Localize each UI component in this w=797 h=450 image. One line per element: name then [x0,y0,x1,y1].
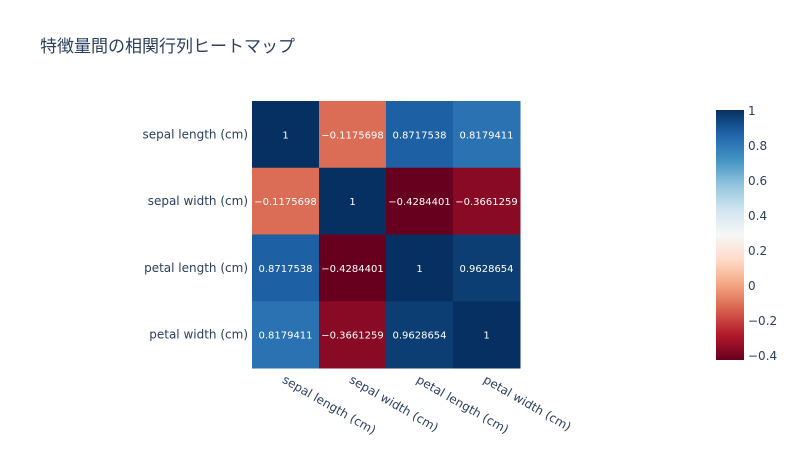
cell-label: 0.9628654 [459,264,513,275]
heatmap-cell [319,167,387,235]
cell-label: −0.1175698 [254,197,316,208]
heatmap-cell [252,301,320,369]
cell-label: 0.8179411 [258,331,312,342]
heatmap-cell [252,234,320,302]
cell-label: 1 [416,264,422,275]
colorbar-tick-label: 1 [748,104,756,118]
colorbar-tick-label: −0.2 [748,314,777,328]
cell-label: 1 [349,197,355,208]
cell-label: 0.8717538 [258,264,312,275]
y-tick-label: sepal width (cm) [148,194,248,208]
cell-label: −0.3661259 [455,197,517,208]
heatmap-cell [453,234,521,302]
chart-title: 特徴量間の相関行列ヒートマップ [40,37,295,57]
colorbar-tick-label: 0 [748,279,756,293]
y-tick-label: petal width (cm) [149,328,248,342]
cell-label: 0.8179411 [459,130,513,141]
cell-label: −0.1175698 [321,130,383,141]
heatmap-cell [319,101,387,169]
cell-label: 1 [483,331,489,342]
colorbar-tick-label: −0.4 [748,349,777,363]
heatmap-cell [319,234,387,302]
heatmap-cell [386,301,454,369]
y-tick-label: petal length (cm) [144,261,248,275]
heatmap-cell [453,101,521,169]
cell-label: 1 [282,130,288,141]
heatmap-cell [386,234,454,302]
heatmap-cell [252,101,320,169]
cell-label: −0.4284401 [321,264,383,275]
heatmap-cell [453,301,521,369]
cell-label: 0.8717538 [392,130,446,141]
colorbar-tick-label: 0.4 [748,209,767,223]
heatmap-cell [386,101,454,169]
colorbar-tick-label: 0.6 [748,174,767,188]
heatmap-cell [453,167,521,235]
cell-label: −0.4284401 [388,197,450,208]
heatmap-cell [386,167,454,235]
colorbar-tick-label: 0.2 [748,244,767,258]
cell-label: −0.3661259 [321,331,383,342]
y-tick-label: sepal length (cm) [143,127,248,141]
colorbar-tick-label: 0.8 [748,139,767,153]
cell-label: 0.9628654 [392,331,446,342]
colorbar [716,110,744,360]
heatmap-cell [252,167,320,235]
heatmap-cell [319,301,387,369]
